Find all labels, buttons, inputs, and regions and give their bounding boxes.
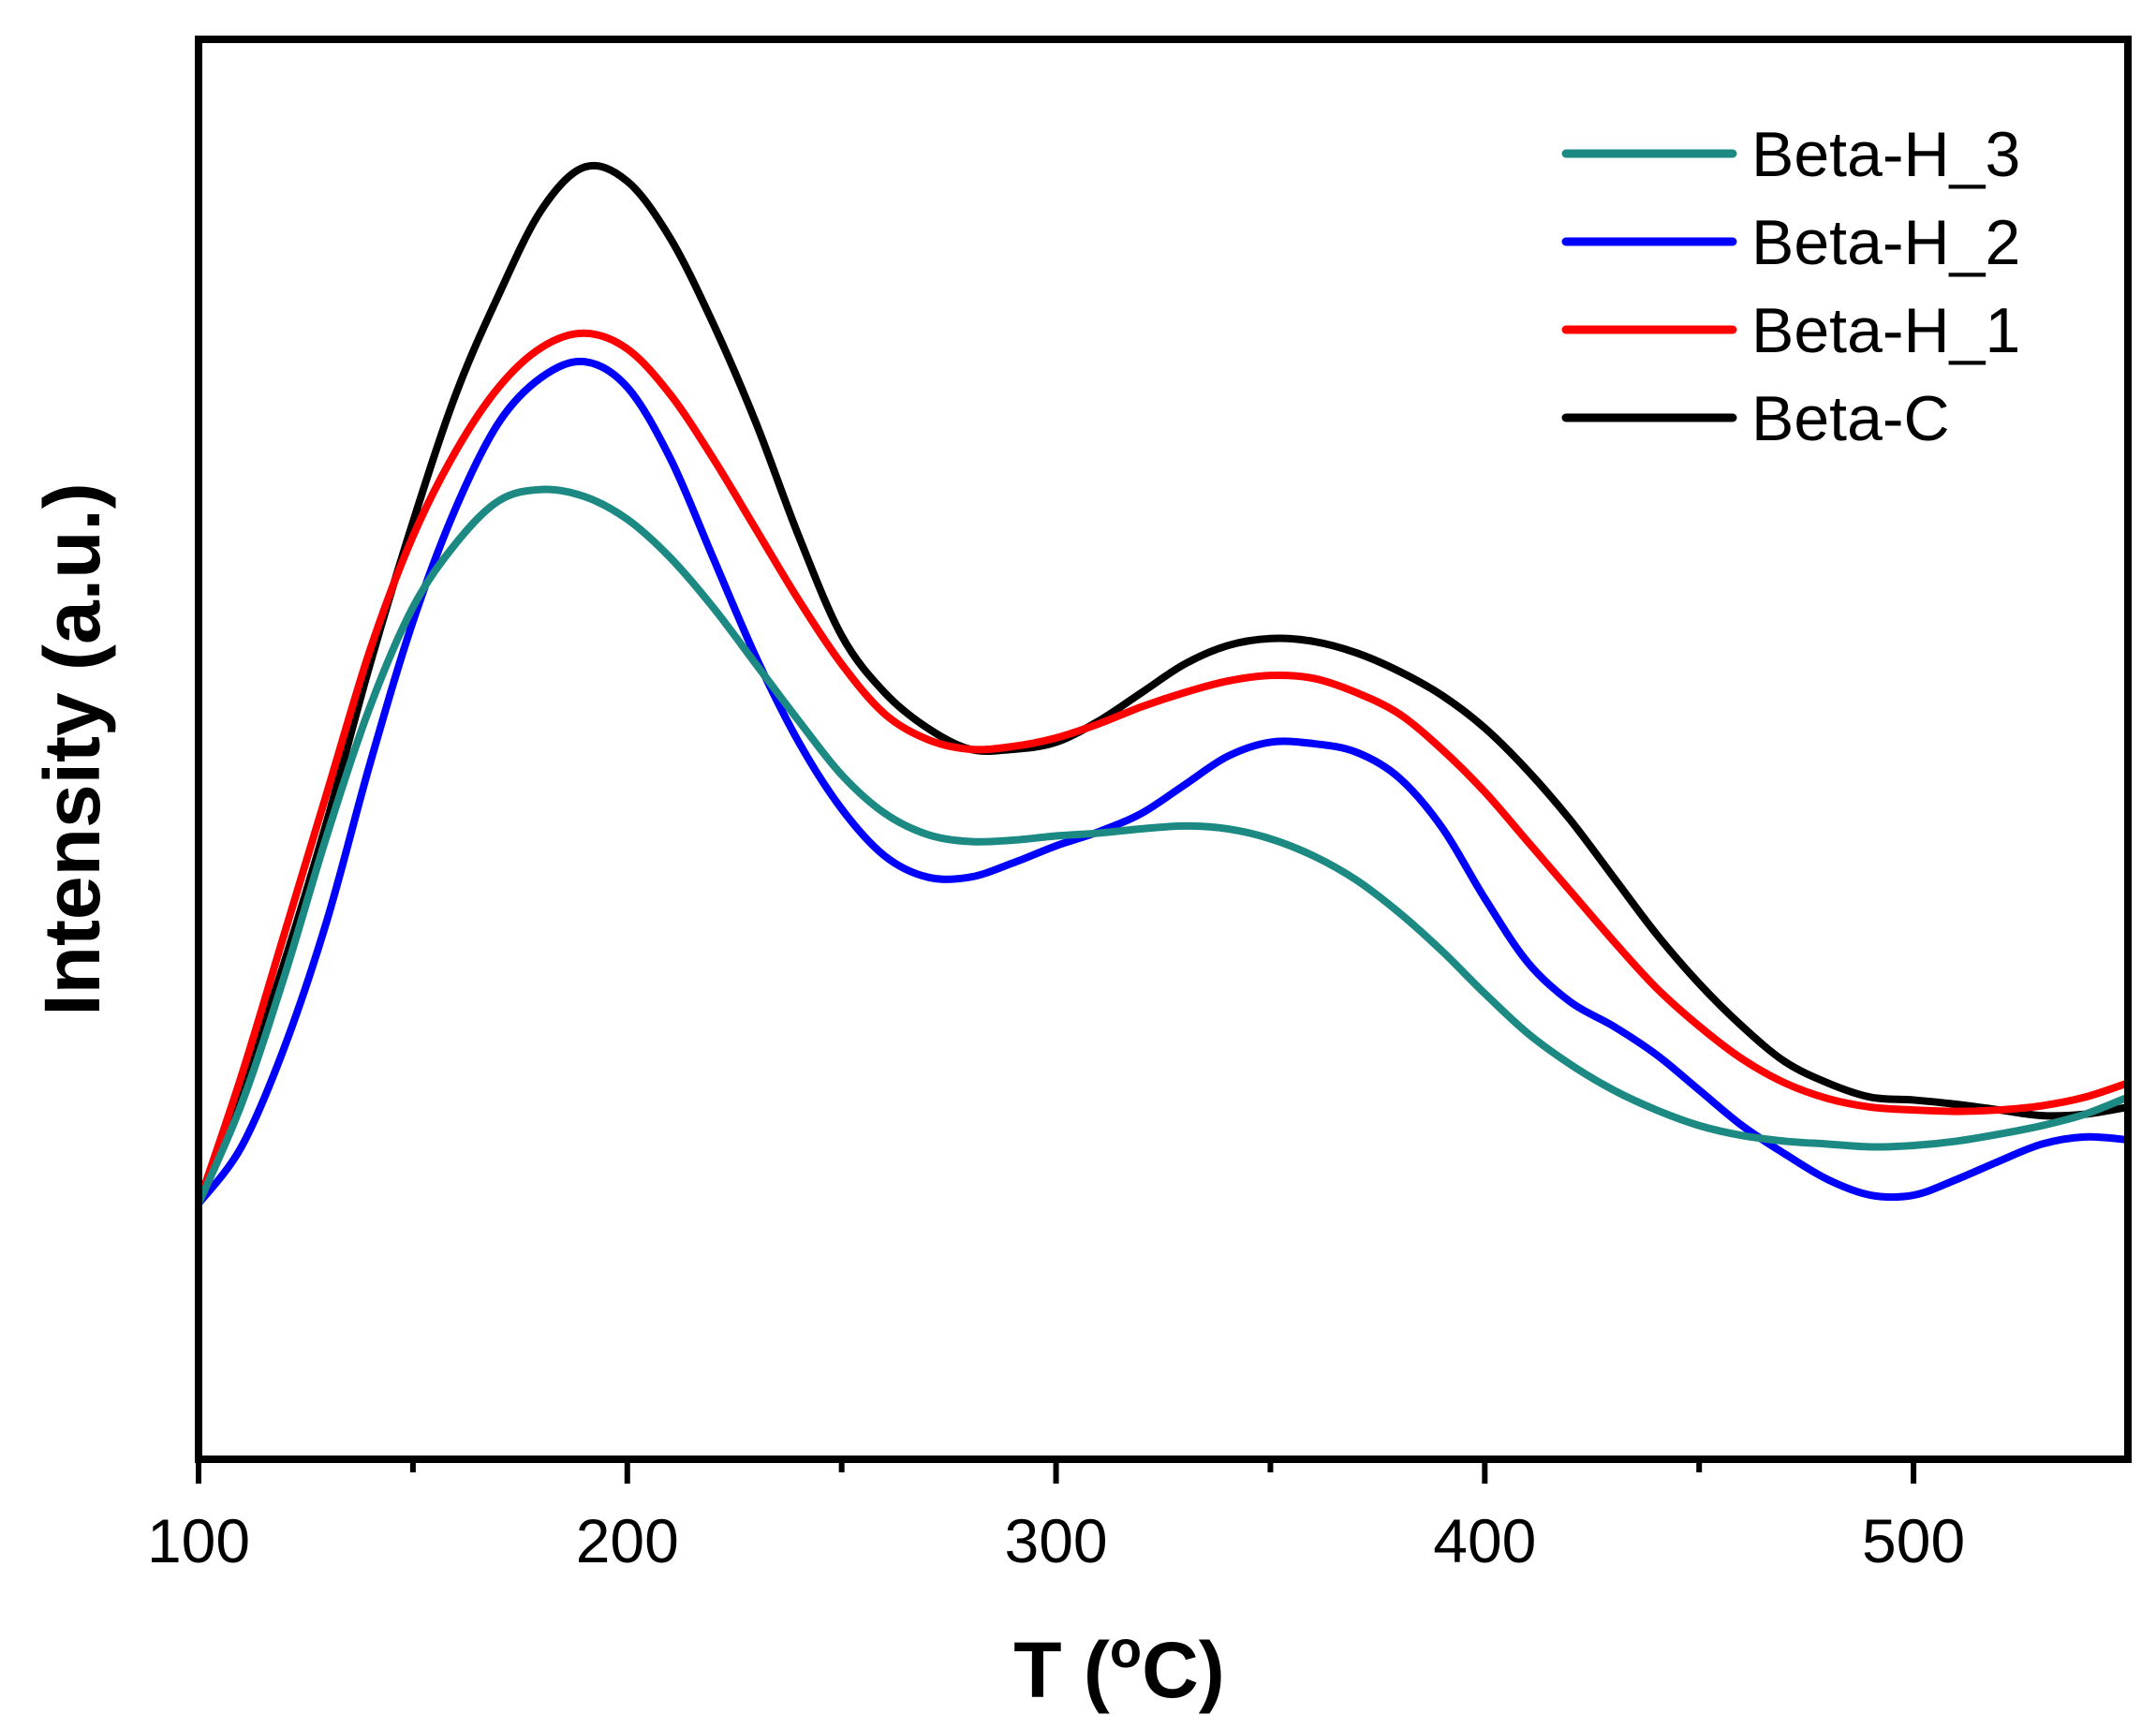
x-tick-label-300: 300: [1004, 1506, 1107, 1575]
series-line-beta-h-3: [195, 485, 2132, 1208]
x-axis: 100 200 300 400 500: [147, 1459, 1965, 1575]
x-tick-label-100: 100: [147, 1506, 250, 1575]
legend: Beta-H_3 Beta-H_2 Beta-H_1 Beta-C: [1561, 119, 2020, 454]
series-line-beta-h-1: [195, 329, 2132, 1208]
series-line-beta-h-2: [195, 357, 2132, 1208]
x-axis-title-end: C): [1142, 1626, 1225, 1714]
x-axis-title: T (oC): [1013, 1619, 1224, 1714]
legend-label-beta-h-1: Beta-H_1: [1751, 295, 2020, 366]
x-axis-title-degree: o: [1110, 1619, 1142, 1678]
legend-label-beta-c: Beta-C: [1751, 383, 1950, 454]
x-tick-label-400: 400: [1433, 1506, 1536, 1575]
y-axis-title: Intensity (a.u.): [28, 482, 116, 1015]
legend-label-beta-h-3: Beta-H_3: [1751, 119, 2020, 190]
legend-label-beta-h-2: Beta-H_2: [1751, 207, 2020, 278]
plot-frame: [195, 36, 2132, 1463]
x-tick-label-500: 500: [1862, 1506, 1965, 1575]
series-layer: [195, 161, 2132, 1208]
x-axis-title-main: T (: [1013, 1626, 1110, 1714]
x-tick-label-200: 200: [576, 1506, 679, 1575]
